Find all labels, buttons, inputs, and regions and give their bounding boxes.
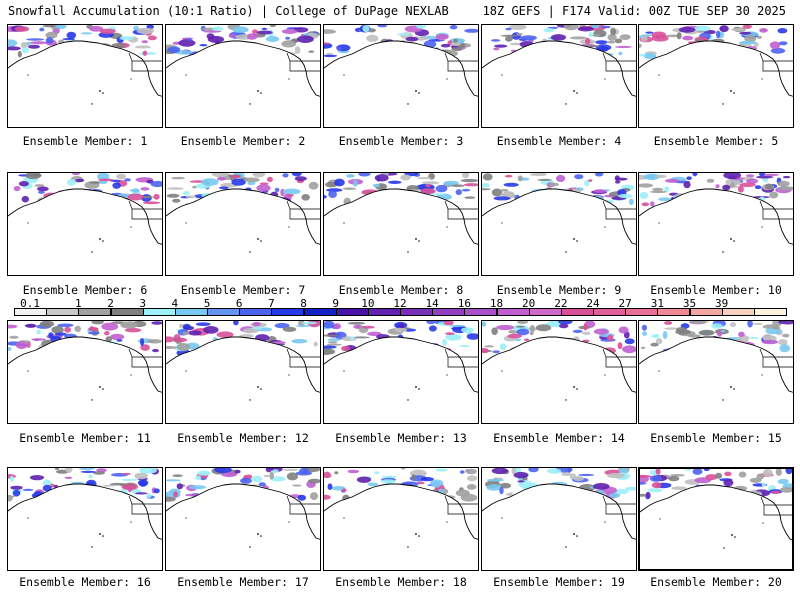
map-basemap: [640, 469, 792, 549]
ensemble-member-label: Ensemble Member: 4: [496, 134, 622, 148]
ensemble-member-label: Ensemble Member: 16: [19, 575, 151, 589]
ensemble-map-panel: [638, 320, 794, 424]
colorbar-tick-label: 6: [235, 297, 243, 310]
map-basemap: [482, 173, 636, 253]
colorbar-tick-label: 16: [457, 297, 471, 310]
map-title: Snowfall Accumulation (10:1 Ratio) | Col…: [8, 4, 449, 18]
colorbar-tick-label: 8: [300, 297, 307, 310]
ensemble-member-label: Ensemble Member: 8: [338, 283, 464, 297]
ensemble-member-label: Ensemble Member: 2: [180, 134, 306, 148]
colorbar-tick-label: 1: [75, 297, 82, 310]
ensemble-map-panel: [481, 467, 637, 571]
map-basemap: [8, 173, 162, 253]
colorbar-tick-label: 35: [682, 297, 697, 310]
colorbar-tick-label: 39: [715, 297, 729, 310]
colorbar-tick-label: 4: [171, 297, 179, 310]
colorbar-tick-label: 24: [586, 297, 600, 310]
ensemble-map-panel: [638, 467, 794, 571]
ensemble-map-panel: [165, 467, 321, 571]
ensemble-map-panel: [165, 172, 321, 276]
map-basemap: [482, 321, 636, 401]
ensemble-member-label: Ensemble Member: 3: [338, 134, 464, 148]
ensemble-map-panel: [323, 172, 479, 276]
ensemble-map-panel: [323, 24, 479, 128]
colorbar-tick-label: 3: [139, 297, 146, 310]
ensemble-member-label: Ensemble Member: 14: [493, 431, 625, 445]
colorbar-tick-label: 9: [332, 297, 339, 310]
ensemble-member-label: Ensemble Member: 6: [22, 283, 148, 297]
ensemble-member-label: Ensemble Member: 20: [650, 575, 782, 589]
map-basemap: [482, 468, 636, 548]
ensemble-member-label: Ensemble Member: 11: [19, 431, 151, 445]
colorbar-swatch: [753, 308, 787, 316]
colorbar-tick-label: 0.1: [20, 297, 41, 310]
colorbar-tick-label: 12: [393, 297, 407, 310]
ensemble-map-panel: [481, 320, 637, 424]
ensemble-map-panel: [323, 467, 479, 571]
colorbar-tick-label: 22: [554, 297, 568, 310]
map-basemap: [482, 25, 636, 105]
map-basemap: [639, 25, 793, 105]
map-basemap: [166, 173, 320, 253]
map-basemap: [639, 173, 793, 253]
ensemble-map-panel: [481, 24, 637, 128]
ensemble-map-panel: [165, 320, 321, 424]
ensemble-map-panel: [323, 320, 479, 424]
colorbar-tick-label: 14: [425, 297, 439, 310]
map-basemap: [8, 468, 162, 548]
colorbar-tick-label: 27: [618, 297, 632, 310]
map-basemap: [8, 25, 162, 105]
colorbar-tick-label: 2: [107, 297, 114, 310]
ensemble-map-panel: [165, 24, 321, 128]
map-basemap: [324, 173, 478, 253]
map-basemap: [8, 321, 162, 401]
map-basemap: [324, 321, 478, 401]
ensemble-map-panel: [7, 467, 163, 571]
ensemble-member-label: Ensemble Member: 19: [493, 575, 625, 589]
ensemble-member-label: Ensemble Member: 10: [650, 283, 782, 297]
ensemble-map-panel: [481, 172, 637, 276]
map-basemap: [324, 468, 478, 548]
ensemble-member-label: Ensemble Member: 9: [496, 283, 622, 297]
ensemble-member-label: Ensemble Member: 5: [653, 134, 779, 148]
colorbar-tick-label: 7: [268, 297, 275, 310]
ensemble-member-label: Ensemble Member: 17: [177, 575, 309, 589]
snowfall-colorbar: 0.1 1 2 3 4 5 6 7 8 9 10 12 14 16 18 20 22 24 27 31 35 39: [14, 297, 787, 318]
map-basemap: [166, 25, 320, 105]
ensemble-member-label: Ensemble Member: 13: [335, 431, 467, 445]
colorbar-tick-label: 31: [650, 297, 664, 310]
ensemble-member-label: Ensemble Member: 12: [177, 431, 309, 445]
ensemble-member-label: Ensemble Member: 1: [22, 134, 148, 148]
map-basemap: [166, 321, 320, 401]
colorbar-tick-label: 5: [203, 297, 211, 310]
colorbar-tick-label: 18: [489, 297, 504, 310]
ensemble-map-panel: [638, 24, 794, 128]
ensemble-map-panel: [7, 24, 163, 128]
ensemble-map-panel: [638, 172, 794, 276]
map-basemap: [166, 468, 320, 548]
ensemble-member-label: Ensemble Member: 18: [335, 575, 467, 589]
ensemble-map-panel: [7, 172, 163, 276]
colorbar-tick-label: 20: [522, 297, 536, 310]
map-basemap: [324, 25, 478, 105]
ensemble-member-label: Ensemble Member: 7: [180, 283, 306, 297]
ensemble-map-panel: [7, 320, 163, 424]
colorbar-tick-label: 10: [361, 297, 375, 310]
model-run-info: 18Z GEFS | F174 Valid: 00Z TUE SEP 30 20…: [482, 4, 786, 18]
ensemble-member-label: Ensemble Member: 15: [650, 431, 782, 445]
map-basemap: [639, 321, 793, 401]
